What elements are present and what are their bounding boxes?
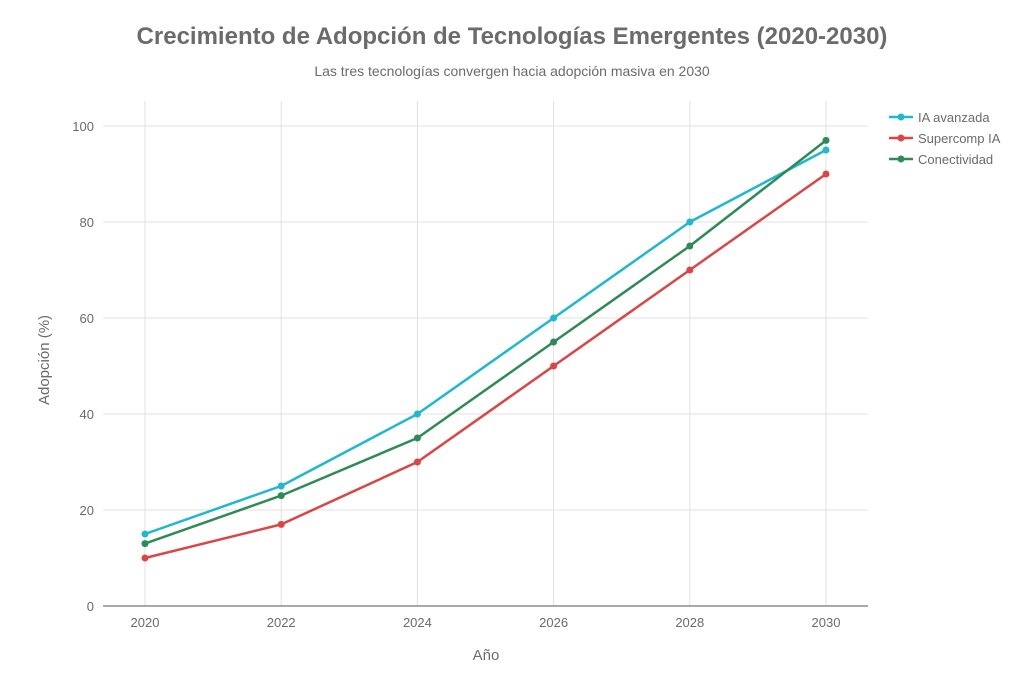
data-point [686, 218, 694, 226]
data-point [550, 314, 558, 322]
data-point [413, 434, 421, 442]
data-point [550, 338, 558, 346]
y-tick-label: 100 [72, 119, 94, 134]
legend-item[interactable]: IA avanzada [889, 110, 990, 125]
legend-label: Supercomp IA [918, 131, 1001, 146]
x-tick-label: 2024 [403, 615, 432, 630]
series-line [144, 139, 827, 545]
x-axis-label: Año [473, 647, 500, 664]
data-point [822, 170, 830, 178]
grid [103, 101, 868, 606]
x-tick-label: 2026 [539, 615, 568, 630]
series-line [144, 172, 827, 560]
data-point [822, 146, 830, 154]
data-point [141, 540, 149, 548]
y-tick-label: 0 [87, 599, 94, 614]
x-tick-label: 2022 [267, 615, 296, 630]
series-group [141, 136, 830, 562]
data-point [550, 362, 558, 370]
legend-swatch-marker [897, 113, 905, 121]
y-tick-label: 40 [80, 407, 94, 422]
legend-swatch-marker [897, 155, 905, 163]
y-tick-label: 20 [80, 503, 94, 518]
legend-label: IA avanzada [918, 110, 990, 125]
legend-item[interactable]: Supercomp IA [889, 131, 1001, 146]
legend-label: Conectividad [918, 152, 993, 167]
y-axis-label: Adopción (%) [36, 315, 53, 405]
series-line [144, 148, 827, 536]
chart-title: Crecimiento de Adopción de Tecnologías E… [137, 23, 888, 50]
x-tick-label: 2020 [131, 615, 160, 630]
data-point [277, 482, 285, 490]
legend-item[interactable]: Conectividad [889, 152, 993, 167]
axes: 2020 2022 2024 2026 2028 2030 0 20 40 60 80 100 [72, 119, 868, 630]
data-point [413, 410, 421, 418]
data-point [141, 530, 149, 538]
x-tick-label: 2030 [812, 615, 841, 630]
data-point [822, 136, 830, 144]
data-point [141, 554, 149, 562]
y-tick-label: 60 [80, 311, 94, 326]
y-tick-label: 80 [80, 215, 94, 230]
legend[interactable]: IA avanzada Supercomp IA Conectividad [889, 110, 1001, 167]
data-point [277, 492, 285, 500]
data-point [413, 458, 421, 466]
x-tick-label: 2028 [675, 615, 704, 630]
data-point [686, 242, 694, 250]
data-point [277, 520, 285, 528]
data-point [686, 266, 694, 274]
legend-swatch-marker [897, 134, 905, 142]
chart-subtitle: Las tres tecnologías convergen hacia ado… [314, 63, 710, 79]
